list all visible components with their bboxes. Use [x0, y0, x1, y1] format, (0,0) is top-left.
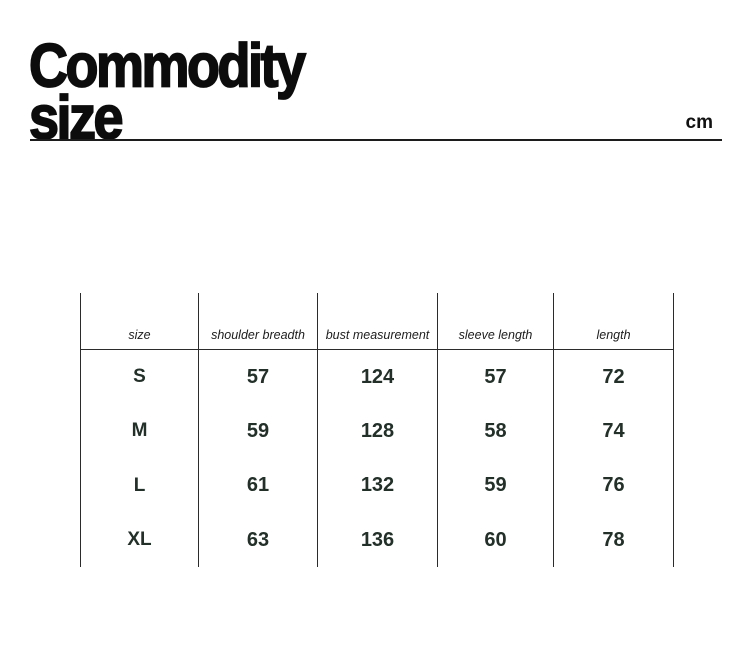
page-title-line2: size: [28, 84, 124, 152]
page-title: Commodity size: [28, 35, 307, 150]
table-cell: 78: [554, 512, 674, 568]
page-title-line1: Commodity: [28, 32, 307, 100]
table-cell: 59: [438, 458, 554, 513]
table-cell: 128: [318, 404, 438, 459]
table-cell: 76: [554, 458, 674, 513]
table-cell: 57: [438, 350, 554, 405]
table-cell: 72: [554, 350, 674, 405]
column-header-shoulder-breadth: shoulder breadth: [199, 293, 318, 350]
row-label-s: S: [81, 350, 199, 405]
size-table: size shoulder breadth bust measurement s…: [80, 293, 674, 568]
table-cell: 124: [318, 350, 438, 405]
column-header-sleeve-length: sleeve length: [438, 293, 554, 350]
table-cell: 74: [554, 404, 674, 459]
row-label-xl: XL: [81, 512, 199, 568]
column-header-length: length: [554, 293, 674, 350]
table-cell: 57: [199, 350, 318, 405]
table-cell: 60: [438, 512, 554, 568]
column-header-size: size: [81, 293, 199, 350]
unit-label: cm: [685, 112, 713, 133]
table-cell: 58: [438, 404, 554, 459]
row-label-l: L: [81, 458, 199, 513]
table-cell: 63: [199, 512, 318, 568]
title-underline: [30, 139, 722, 141]
table-cell: 132: [318, 458, 438, 513]
table-cell: 61: [199, 458, 318, 513]
table-cell: 136: [318, 512, 438, 568]
row-label-m: M: [81, 404, 199, 459]
column-header-bust-measurement: bust measurement: [318, 293, 438, 350]
table-cell: 59: [199, 404, 318, 459]
